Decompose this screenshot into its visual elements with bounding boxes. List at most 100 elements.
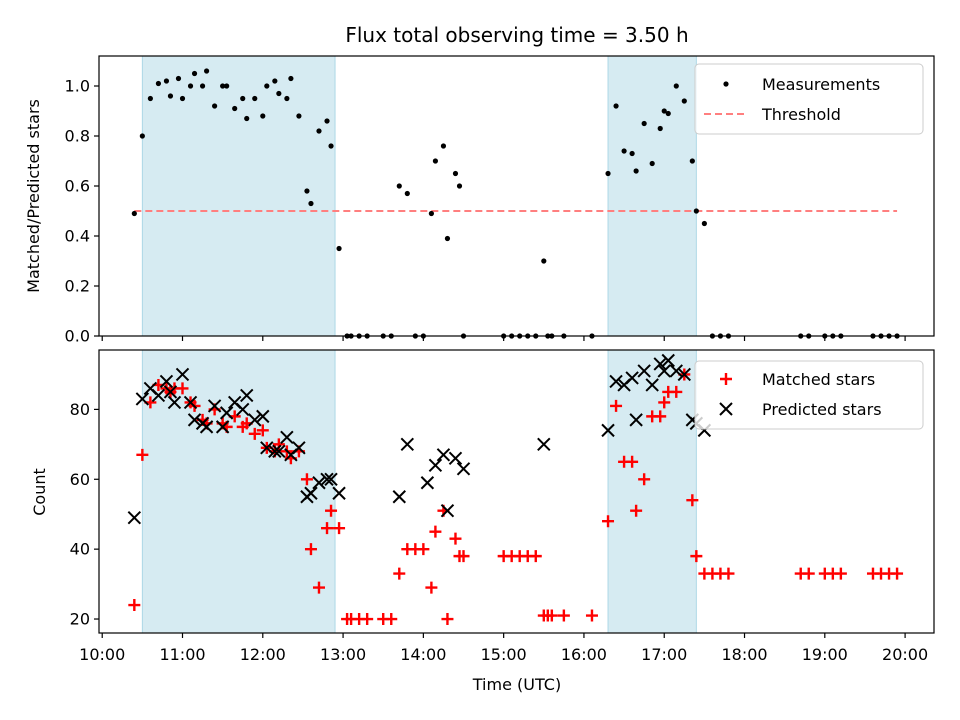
bottom-y-tick-label: 40 bbox=[70, 540, 90, 559]
bottom-legend-box bbox=[694, 360, 924, 430]
predicted-star-point bbox=[332, 486, 346, 500]
measurement-point bbox=[613, 103, 619, 109]
predicted-star-point bbox=[280, 430, 294, 445]
top-y-tick-label: 0.2 bbox=[65, 277, 90, 296]
predicted-star-point bbox=[677, 367, 692, 382]
measurement-point bbox=[641, 120, 647, 127]
x-tick-label: 18:00 bbox=[721, 645, 767, 664]
measurement-point bbox=[163, 78, 170, 84]
top-y-axis-label: Matched/Predicted stars bbox=[24, 99, 43, 293]
legend-threshold-label: Threshold bbox=[761, 105, 841, 124]
matched-star-point bbox=[457, 550, 470, 563]
matched-star-point bbox=[834, 567, 847, 580]
measurement-point bbox=[131, 210, 137, 217]
top-y-tick-label: 0.6 bbox=[65, 177, 90, 196]
measurement-point bbox=[272, 78, 278, 84]
predicted-star-point bbox=[657, 364, 671, 378]
matched-star-point bbox=[321, 522, 334, 535]
measurement-point bbox=[456, 183, 463, 189]
measurement-point bbox=[681, 98, 687, 104]
measurement-point bbox=[199, 83, 206, 89]
predicted-star-point bbox=[637, 364, 651, 378]
legend-matched-label: Matched stars bbox=[762, 370, 875, 389]
measurement-point bbox=[444, 235, 451, 242]
measurement-point bbox=[203, 68, 210, 74]
predicted-star-point bbox=[625, 371, 639, 385]
measurement-point bbox=[212, 103, 218, 109]
shaded-interval bbox=[141, 55, 336, 337]
measurement-point bbox=[167, 93, 174, 99]
measurement-point bbox=[649, 160, 655, 167]
measurement-point bbox=[701, 220, 707, 227]
x-tick-label: 13:00 bbox=[320, 645, 366, 664]
measurement-point bbox=[155, 80, 162, 87]
measurement-points bbox=[131, 68, 900, 339]
measurement-point bbox=[328, 143, 334, 149]
measurement-point bbox=[244, 115, 250, 122]
measurement-point bbox=[633, 168, 639, 174]
measurement-point bbox=[175, 75, 182, 82]
predicted-star-point bbox=[304, 486, 318, 500]
measurement-point bbox=[224, 83, 230, 89]
measurement-point bbox=[220, 83, 226, 89]
matched-star-point bbox=[638, 473, 651, 486]
measurement-point bbox=[629, 150, 635, 157]
predicted-star-point bbox=[151, 388, 166, 403]
predicted-star-point bbox=[440, 504, 455, 518]
top-y-tick-label: 1.0 bbox=[65, 77, 90, 96]
legend-predicted-label: Predicted stars bbox=[762, 400, 882, 419]
matched-star-point bbox=[802, 567, 815, 580]
measurement-point bbox=[232, 105, 238, 112]
shaded-interval bbox=[607, 55, 697, 337]
matched-star-point bbox=[690, 550, 703, 563]
measurement-point bbox=[252, 95, 258, 102]
predicted-star-point bbox=[260, 441, 274, 455]
predicted-star-point bbox=[661, 353, 675, 368]
predicted-star-point bbox=[215, 420, 230, 434]
matched-star-point bbox=[686, 494, 699, 507]
matched-star-point bbox=[429, 525, 442, 538]
x-tick-label: 15:00 bbox=[481, 645, 527, 664]
bottom-y-tick-label: 20 bbox=[70, 610, 90, 629]
measurement-point bbox=[428, 210, 434, 217]
matched-star-point bbox=[128, 599, 141, 612]
matched-star-point bbox=[304, 543, 317, 556]
matched-star-point bbox=[626, 455, 639, 468]
predicted-star-point bbox=[187, 413, 202, 427]
measurement-point bbox=[187, 83, 194, 89]
predicted-star-point bbox=[392, 490, 406, 504]
predicted-star-point bbox=[448, 451, 463, 466]
matched-star-point bbox=[136, 448, 149, 461]
matched-star-point bbox=[385, 613, 398, 626]
measurement-point bbox=[179, 95, 186, 102]
bottom-axes-frame bbox=[98, 349, 935, 634]
measurement-point bbox=[689, 158, 695, 164]
measurement-point bbox=[440, 143, 447, 149]
top-legend: Measurements Threshold bbox=[694, 63, 924, 135]
x-tick-label: 10:00 bbox=[79, 645, 125, 664]
chart-title: Flux total observing time = 3.50 h bbox=[345, 23, 688, 47]
bottom-y-axis-label: Count bbox=[30, 468, 49, 516]
predicted-star-point bbox=[324, 472, 338, 486]
predicted-star-point bbox=[436, 448, 451, 462]
matched-star-point bbox=[325, 504, 338, 517]
predicted-star-point bbox=[312, 476, 326, 490]
top-panel: 0.0 0.2 0.4 0.6 0.8 1.0 Matched/Predicted sta… bbox=[24, 55, 935, 346]
measurement-point bbox=[304, 188, 310, 194]
matched-star-point bbox=[393, 567, 406, 580]
matched-star-point bbox=[425, 581, 438, 594]
measurement-point bbox=[693, 208, 699, 214]
matched-star-point bbox=[312, 581, 325, 594]
matched-star-point bbox=[545, 609, 558, 622]
matched-star-point bbox=[441, 613, 454, 626]
predicted-star-point bbox=[428, 458, 443, 473]
measurement-point bbox=[316, 128, 322, 134]
measurement-point bbox=[139, 133, 145, 139]
top-y-tick-label: 0.0 bbox=[65, 327, 90, 346]
predicted-star-point bbox=[272, 444, 286, 459]
matched-star-point bbox=[654, 410, 667, 423]
measurement-point bbox=[661, 108, 667, 114]
predicted-star-point bbox=[236, 402, 250, 417]
legend-predicted-marker bbox=[719, 402, 733, 416]
